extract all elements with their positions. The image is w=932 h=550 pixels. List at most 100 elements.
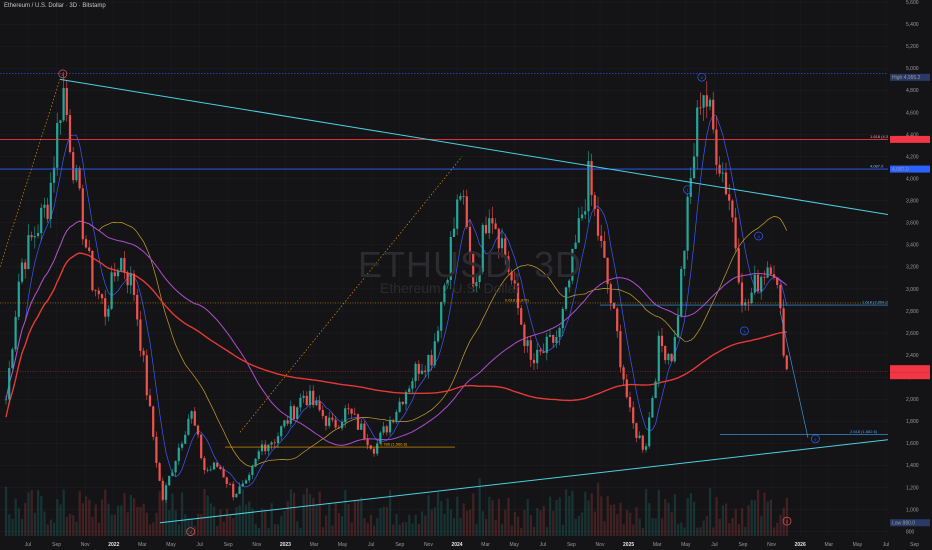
x-tick-label: Jul: [883, 542, 889, 548]
candle-body: [100, 294, 104, 299]
volume-bar: [33, 512, 36, 536]
volume-bar: [533, 526, 536, 536]
candle-body: [504, 238, 507, 257]
candle-body: [155, 436, 158, 464]
wave-circle: [782, 516, 792, 526]
candle-body: [632, 407, 635, 424]
candle-body: [532, 359, 536, 364]
volume-bar: [421, 511, 424, 536]
candle-body: [404, 392, 408, 405]
high-tag: High 4,955.2: [892, 75, 921, 81]
volume-bar: [165, 491, 168, 536]
ma-blue-line: [5, 114, 788, 488]
volume-bar: [5, 486, 8, 536]
volume-bar: [85, 496, 88, 536]
volume-bar: [376, 517, 379, 536]
volume-bar: [273, 524, 276, 536]
candle-body: [145, 355, 148, 396]
volume-bar: [283, 510, 286, 536]
x-tick-label: Jul: [368, 542, 374, 548]
volume-bar: [257, 527, 260, 536]
candle-body: [411, 381, 414, 389]
volume-bar: [245, 504, 248, 536]
watermark-symbol: ETHUSD, 3D: [358, 244, 583, 285]
candle-body: [270, 442, 273, 445]
candle-body: [388, 420, 392, 433]
candle-body: [65, 87, 68, 116]
candle-body: [94, 290, 97, 292]
x-tick-label: Sep: [910, 542, 919, 548]
volume-bar: [766, 501, 769, 536]
volume-bar: [225, 508, 228, 536]
volume-bar: [609, 505, 612, 536]
volume-bar: [613, 504, 616, 536]
volume-bar: [136, 506, 139, 536]
candle-body: [536, 349, 539, 364]
candle-body: [580, 214, 584, 219]
candle-body: [440, 302, 443, 331]
volume-bar: [24, 502, 27, 536]
volume-bar: [334, 502, 337, 536]
candle-body: [555, 337, 558, 343]
candle-body: [436, 330, 440, 342]
candle-body: [356, 414, 360, 430]
volume-bar: [331, 525, 334, 536]
candle-body: [27, 235, 30, 270]
volume-bar: [696, 527, 699, 536]
candle-body: [88, 247, 91, 251]
volume-bar: [475, 523, 478, 536]
candle-body: [782, 308, 785, 356]
volume-bar: [664, 499, 667, 536]
x-axis[interactable]: Jul Sep Nov 2022 Mar May Jul Sep Nov 2023 Mar May Ju…: [0, 536, 932, 550]
x-tick-label: Nov: [767, 542, 776, 548]
volume-bar: [494, 519, 497, 536]
candle-body: [574, 242, 577, 249]
candle-body: [97, 290, 100, 295]
candle-body: [734, 217, 737, 249]
candle-body: [622, 367, 625, 380]
y-tick-label: 3,600: [906, 221, 919, 227]
candle-body: [676, 316, 680, 338]
candle-body: [443, 285, 446, 303]
candle-body: [724, 172, 728, 195]
volume-bar: [129, 494, 132, 536]
volume-bar: [629, 512, 632, 536]
volume-bar: [174, 510, 177, 536]
y-tick-label: 1,000: [906, 507, 919, 513]
candle-body: [260, 444, 264, 452]
candle-body: [593, 195, 596, 209]
volume-bar: [398, 524, 401, 536]
candle-body: [91, 250, 94, 291]
x-tick-label: Mar: [481, 542, 490, 548]
volume-bar: [721, 505, 724, 536]
volume-bar: [241, 489, 244, 536]
volume-bar: [62, 489, 65, 536]
volume-bar: [184, 514, 187, 536]
candle-body: [81, 188, 84, 240]
volume-bar: [91, 516, 94, 536]
volume-bar: [261, 508, 264, 536]
y-axis[interactable]: 8001,0001,2001,4001,6001,8002,0002,2002,…: [888, 0, 932, 550]
volume-bar: [11, 518, 14, 536]
candle-body: [107, 308, 110, 317]
candle-body: [539, 349, 542, 352]
volume-bar: [203, 488, 206, 536]
candle-body: [196, 425, 200, 435]
volume-bar: [366, 523, 369, 536]
candle-body: [136, 294, 139, 320]
volume-bar: [8, 514, 11, 536]
volume-bar: [152, 522, 155, 536]
resistance-tag-box: [890, 135, 930, 143]
candle-body: [414, 363, 417, 382]
volume-bar: [641, 527, 644, 536]
volume-bar: [779, 514, 782, 536]
volume-bar: [379, 508, 382, 536]
candle-body: [110, 272, 113, 309]
x-tick-label: Mar: [824, 542, 833, 548]
candle-body: [603, 240, 606, 258]
candle-body: [244, 480, 248, 484]
volume-bar: [497, 498, 500, 536]
candle-body: [577, 218, 580, 243]
volume-bar: [155, 512, 158, 536]
